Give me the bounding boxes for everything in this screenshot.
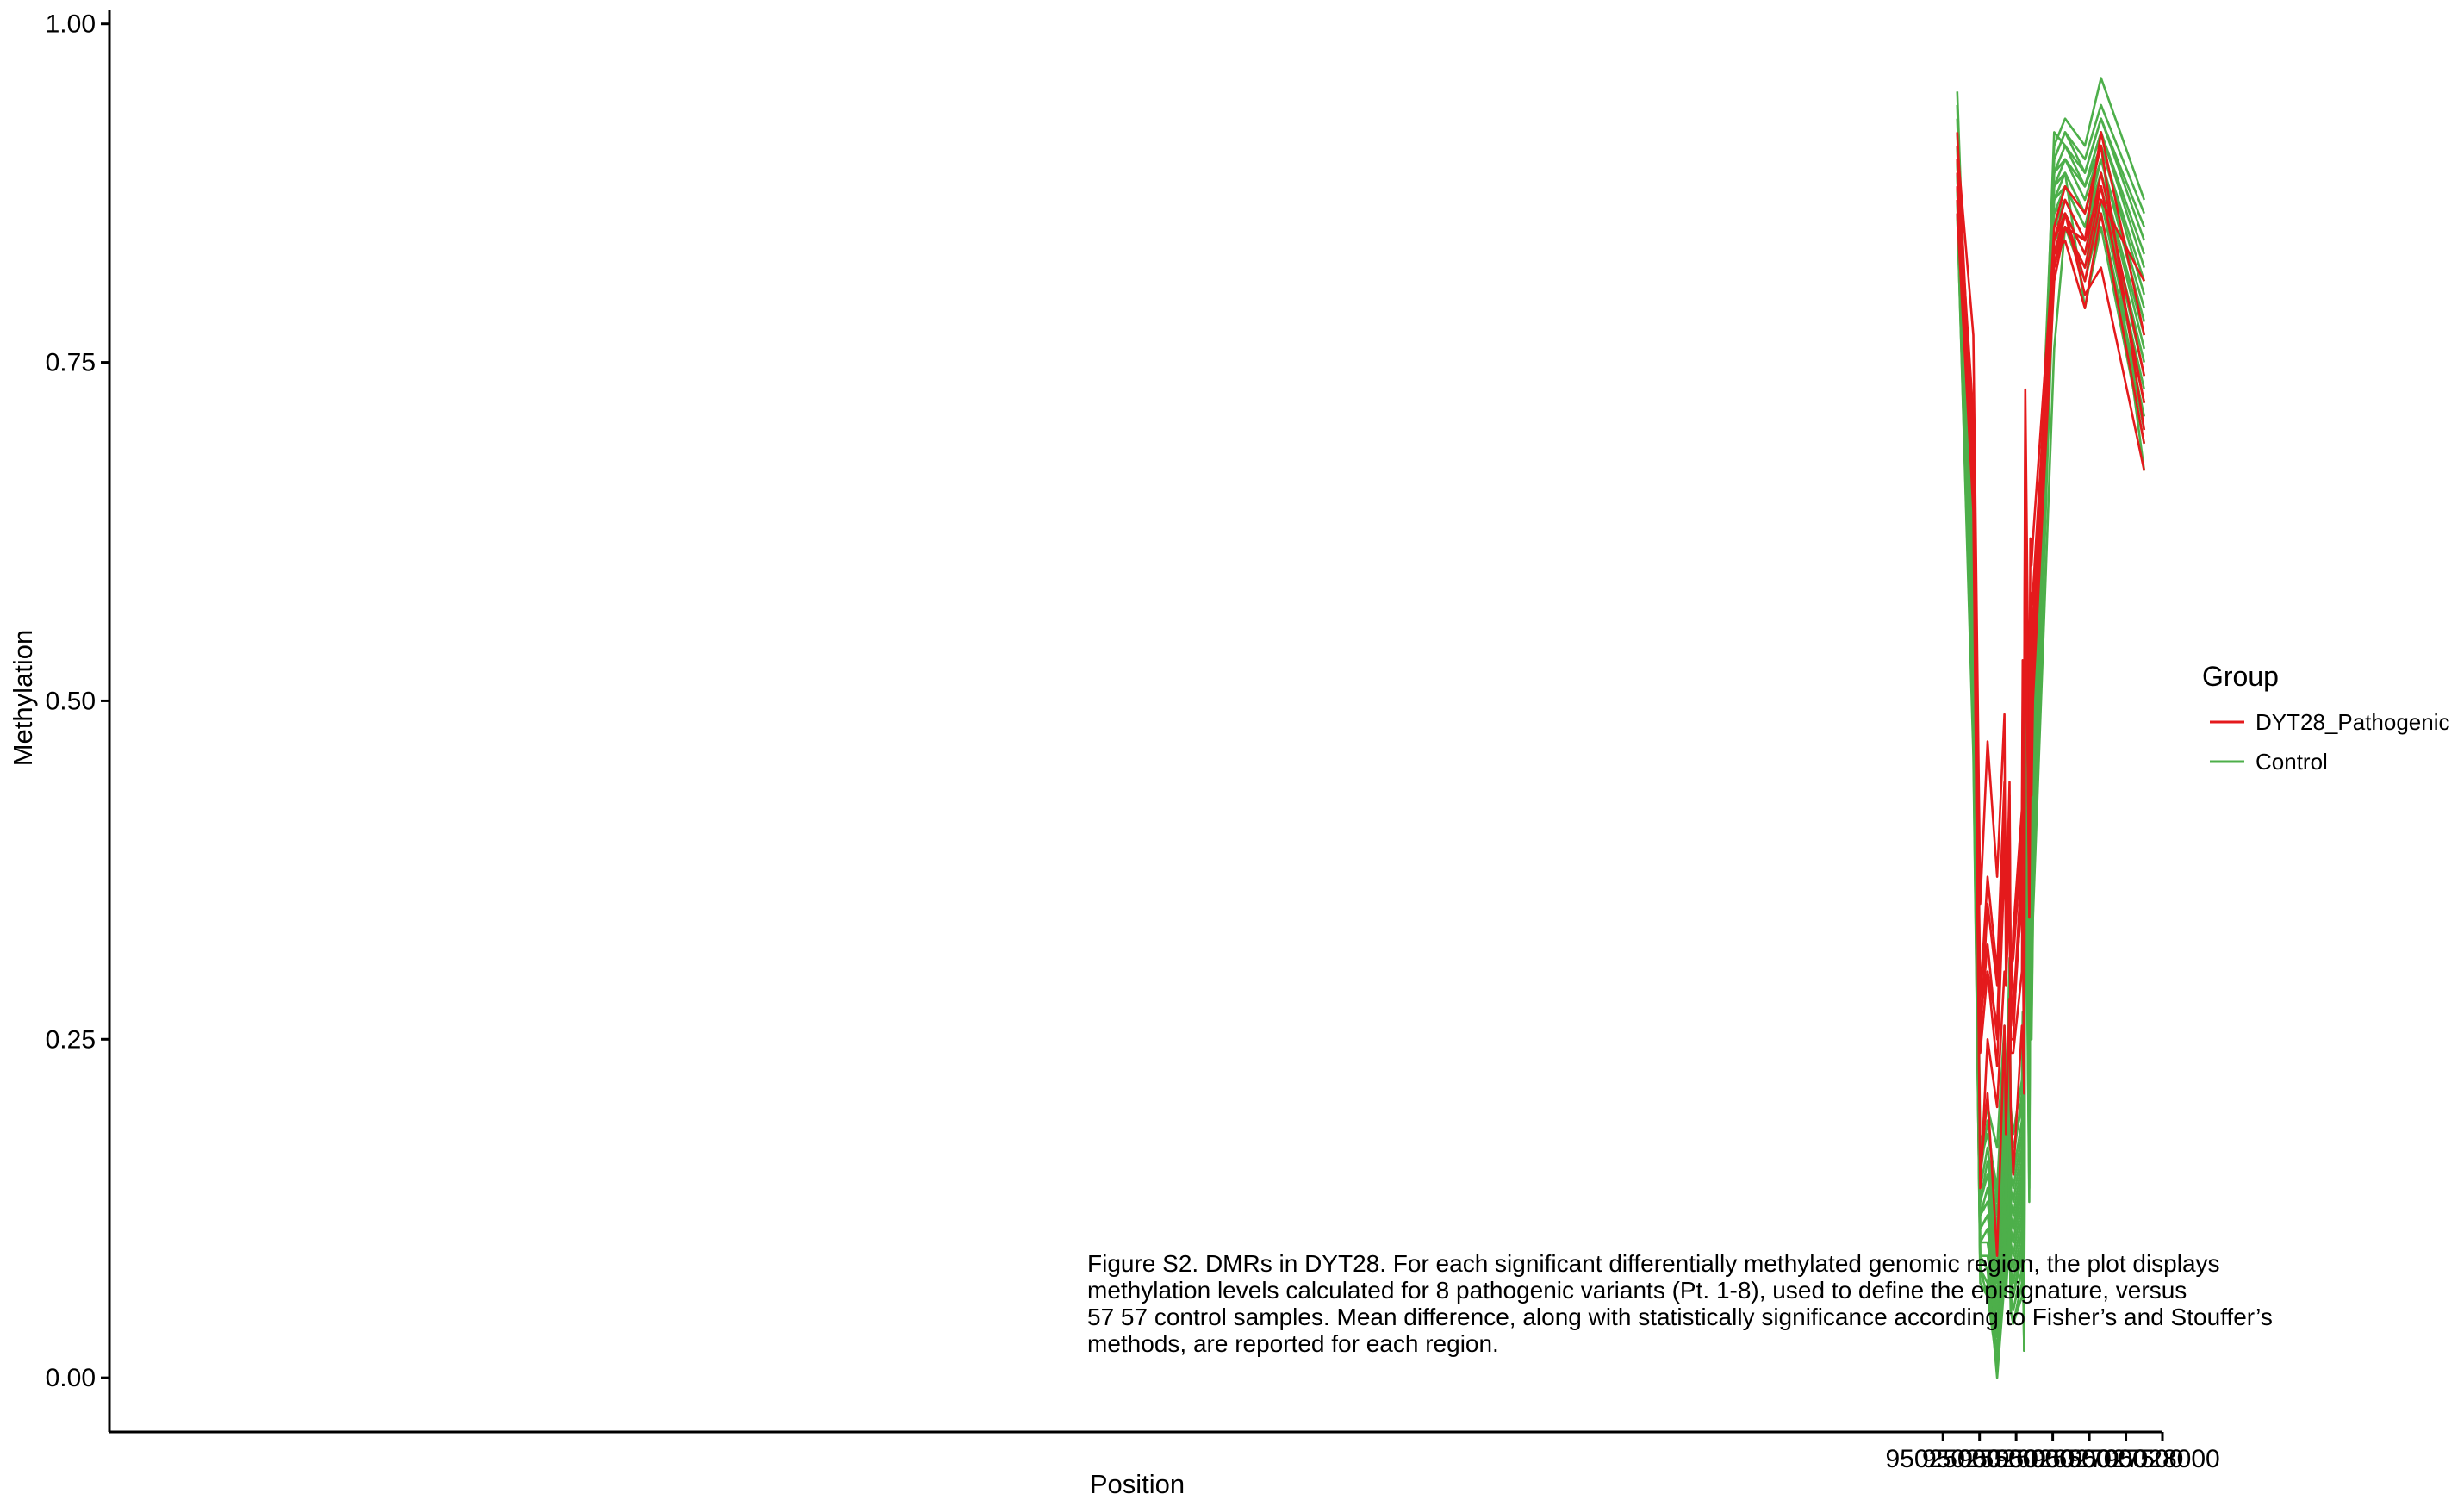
legend-entry-control: Control: [2210, 749, 2328, 775]
caption-line-4: methods, are reported for each region.: [1087, 1330, 1499, 1357]
series-line-dyt28-pathogenic-8: [1956, 185, 2146, 1257]
x-tick-label-2: 95025500: [1922, 1445, 2037, 1473]
y-tick-label-2: 0.25: [46, 1025, 96, 1054]
legend-entry-pathogenic: DYT28_Pathogenic: [2210, 709, 2449, 735]
x-tick-label-6: 95027500: [2069, 1445, 2183, 1473]
ticks-layer: 9502500095025500950260009502650095027000…: [46, 10, 2220, 1473]
y-tick-label-4: 0.75: [46, 349, 96, 377]
series-line-dyt28-pathogenic-7: [1956, 186, 2146, 1067]
series-line-dyt28-pathogenic-1: [1956, 131, 2146, 1014]
caption-line-2: methylation levels calculated for 8 path…: [1087, 1277, 2187, 1304]
x-tick-label-3: 95026000: [1958, 1445, 2073, 1473]
x-tick-label-1: 95025000: [1885, 1445, 2000, 1473]
figure-caption: Figure S2. DMRs in DYT28. For each signi…: [1087, 1250, 2457, 1357]
x-tick-label-4: 95026500: [1995, 1445, 2110, 1473]
series-line-dyt28-pathogenic-5: [1956, 132, 2145, 1027]
caption-line-1: Figure S2. DMRs in DYT28. For each signi…: [1087, 1250, 2220, 1277]
series-line-control-19: [1956, 146, 2146, 1298]
series-line-control-20: [1956, 144, 2146, 1298]
x-tick-label-5: 95027000: [2032, 1445, 2146, 1473]
y-tick-label-5: 1.00: [46, 10, 96, 39]
legend-label-pathogenic: DYT28_Pathogenic: [2256, 709, 2449, 735]
y-tick-label-3: 0.50: [46, 687, 96, 715]
caption-line-3: 57 57 control samples. Mean difference, …: [1087, 1304, 2273, 1330]
legend-label-control: Control: [2256, 749, 2328, 775]
series-layer: [1956, 77, 2146, 1379]
y-axis-title: Methylation: [8, 630, 38, 767]
legend: Group DYT28_Pathogenic Control: [2202, 661, 2449, 775]
y-tick-label-1: 0.00: [46, 1364, 96, 1392]
x-axis-title: Position: [1090, 1469, 1185, 1499]
series-line-dyt28-pathogenic-4: [1956, 144, 2146, 1041]
x-tick-label-7: 95028000: [2105, 1445, 2219, 1473]
legend-title: Group: [2202, 661, 2279, 692]
axes-layer: [108, 10, 2162, 1434]
